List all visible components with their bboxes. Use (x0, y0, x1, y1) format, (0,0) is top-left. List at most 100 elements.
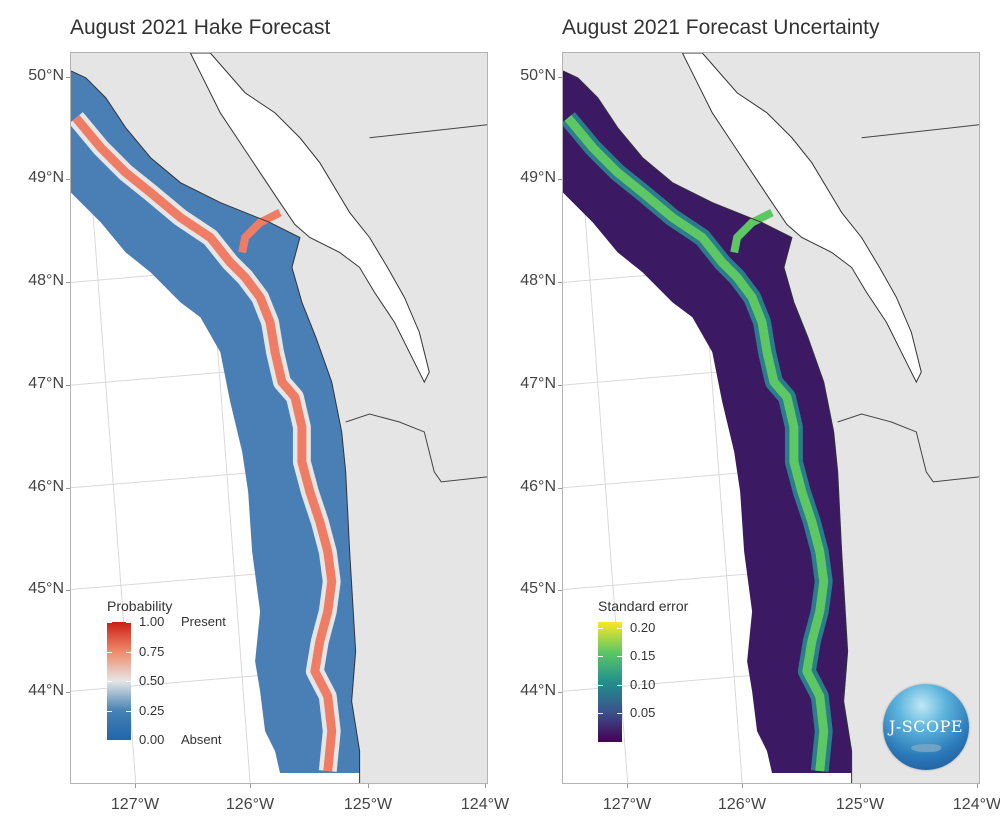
legend-tick-mark (107, 651, 112, 653)
shelf-field (563, 70, 852, 774)
latitude-label: 47°N (520, 375, 556, 392)
legend-tick-mark (598, 656, 603, 658)
puget-sound (681, 53, 922, 384)
latitude-tick (558, 179, 562, 180)
latitude-label: 47°N (28, 375, 64, 392)
legend-tick-label: 1.00 (139, 614, 165, 629)
legend-tick-label: 0.75 (139, 643, 165, 659)
longitude-label: 127°W (602, 796, 652, 813)
latitude-label: 50°N (28, 67, 64, 84)
longitude-tick (368, 784, 369, 788)
latitude-tick (558, 282, 562, 283)
latitude-label: 46°N (520, 478, 556, 495)
forecast-core (72, 114, 337, 772)
coastline (563, 70, 853, 783)
legend-tick-mark (107, 740, 112, 741)
latitude-tick (558, 488, 562, 489)
legend-tick-mark (598, 684, 603, 686)
legend-tick-mark (126, 740, 131, 741)
latitude-label: 45°N (28, 580, 64, 597)
legend-tick-mark (617, 627, 622, 629)
longitude-tick (742, 784, 743, 788)
latitude-tick (66, 590, 70, 591)
latitude-tick (66, 179, 70, 180)
hake-forecast-map (70, 52, 488, 784)
latitude-label: 45°N (520, 580, 556, 597)
latitude-tick (66, 385, 70, 386)
longitude-tick (135, 784, 136, 788)
shelf-field (71, 70, 360, 774)
uncertainty-map (562, 52, 980, 784)
legend-tick-label: 0.10 (630, 676, 656, 692)
legend-tick-mark (126, 710, 131, 712)
latitude-label: 49°N (520, 169, 556, 186)
puget-sound (189, 53, 430, 384)
land-mask (563, 53, 979, 783)
longitude-label: 125°W (343, 796, 393, 813)
legend-tick-label: 0.25 (139, 702, 165, 718)
state-border (837, 413, 979, 483)
longitude-label: 127°W (110, 796, 160, 813)
national-border (369, 124, 487, 139)
latitude-label: 46°N (28, 478, 64, 495)
latitude-tick (66, 692, 70, 693)
latitude-label: 48°N (28, 272, 64, 289)
latitude-tick (66, 77, 70, 78)
standard-error-colorbar (598, 622, 622, 742)
latitude-tick (558, 385, 562, 386)
longitude-tick (485, 784, 486, 788)
legend-tick-mark (126, 651, 131, 653)
j-scope-logo-text: J-SCOPE (888, 717, 964, 736)
state-border (345, 413, 487, 483)
left-panel-title: August 2021 Hake Forecast (70, 16, 331, 39)
latitude-label: 48°N (520, 272, 556, 289)
map-canvas-left (71, 53, 487, 783)
latitude-label: 49°N (28, 169, 64, 186)
latitude-label: 44°N (28, 682, 64, 699)
legend-tick-mark (126, 622, 131, 623)
legend-present-label: Present (181, 614, 226, 629)
longitude-label: 125°W (835, 796, 885, 813)
latitude-tick (558, 77, 562, 78)
legend-tick-label: 0.00 (139, 732, 165, 747)
legend-tick-label: 0.05 (630, 705, 656, 721)
legend-tick-label: 0.50 (139, 673, 165, 688)
legend-tick-mark (107, 710, 112, 712)
latitude-tick (66, 488, 70, 489)
legend-tick-mark (617, 684, 622, 686)
longitude-tick (250, 784, 251, 788)
longitude-label: 124°W (952, 796, 1000, 813)
probability-legend-title: Probability (107, 598, 173, 614)
longitude-tick (860, 784, 861, 788)
j-scope-logo: J-SCOPE (883, 684, 969, 770)
map-canvas-right (563, 53, 979, 783)
legend-tick-mark (598, 627, 603, 629)
latitude-label: 50°N (520, 67, 556, 84)
longitude-tick (627, 784, 628, 788)
land-mask (71, 53, 487, 783)
right-panel-title: August 2021 Forecast Uncertainty (562, 16, 880, 39)
legend-tick-mark (598, 713, 603, 715)
legend-tick-mark (126, 681, 131, 682)
legend-tick-mark (617, 656, 622, 658)
legend-tick-mark (107, 622, 112, 623)
forecast-branch (238, 208, 282, 254)
longitude-label: 126°W (717, 796, 767, 813)
forecast-branch (730, 208, 774, 254)
coastline (71, 70, 361, 783)
latitude-tick (66, 282, 70, 283)
national-border (861, 124, 979, 139)
legend-tick-label: 0.15 (630, 648, 656, 664)
longitude-label: 126°W (225, 796, 275, 813)
standard-error-legend-title: Standard error (598, 598, 689, 614)
latitude-label: 44°N (520, 682, 556, 699)
legend-tick-mark (107, 681, 112, 682)
latitude-tick (558, 590, 562, 591)
forecast-core (564, 114, 829, 772)
legend-tick-label: 0.20 (630, 619, 656, 635)
longitude-tick (977, 784, 978, 788)
legend-tick-mark (617, 713, 622, 715)
latitude-tick (558, 692, 562, 693)
fish-icon (911, 744, 941, 752)
legend-absent-label: Absent (181, 732, 222, 747)
